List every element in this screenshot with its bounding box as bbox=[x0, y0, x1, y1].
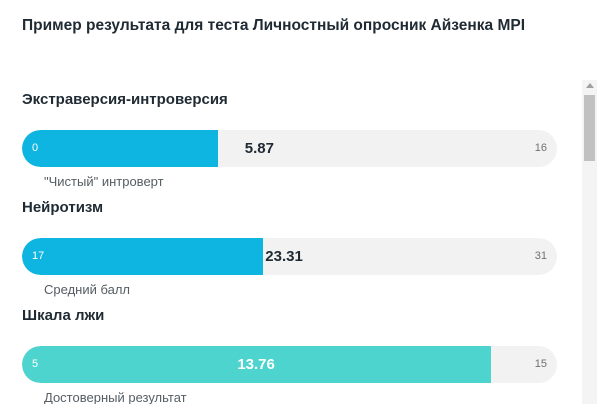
scale-name: Нейротизм bbox=[22, 199, 104, 216]
score-value: 13.76 bbox=[237, 356, 275, 373]
scale-verdict: Средний балл bbox=[44, 282, 131, 297]
results-panel: Экстраверсия-интроверсия 0 5.87 16 "Чист… bbox=[0, 80, 582, 404]
scale-min: 0 bbox=[32, 142, 39, 154]
scale-name: Экстраверсия-интроверсия bbox=[22, 91, 228, 108]
scale-name: Шкала лжи bbox=[22, 307, 105, 324]
score-bar-fill bbox=[22, 238, 264, 275]
score-bar: 5 13.76 15 bbox=[22, 346, 557, 383]
scale-max: 31 bbox=[534, 250, 547, 262]
vertical-scrollbar[interactable] bbox=[582, 80, 597, 404]
scale-verdict: "Чистый" интроверт bbox=[44, 174, 164, 189]
page-title: Пример результата для теста Личностный о… bbox=[22, 17, 526, 34]
scroll-up-arrow-icon[interactable] bbox=[586, 83, 594, 88]
scale-min: 5 bbox=[32, 358, 39, 370]
scale-verdict: Достоверный результат bbox=[44, 390, 187, 404]
scale-max: 16 bbox=[534, 142, 547, 154]
score-value: 5.87 bbox=[244, 140, 274, 157]
scale-min: 17 bbox=[32, 250, 45, 262]
score-bar-fill bbox=[22, 130, 219, 167]
score-bar: 0 5.87 16 bbox=[22, 130, 557, 167]
scale-lie: Шкала лжи 5 13.76 15 Достоверный результ… bbox=[22, 305, 557, 404]
score-value: 23.31 bbox=[265, 248, 303, 265]
score-bar: 17 23.31 31 bbox=[22, 238, 557, 275]
scale-max: 15 bbox=[534, 358, 547, 370]
scrollbar-thumb[interactable] bbox=[584, 95, 595, 161]
scale-neuroticism: Нейротизм 17 23.31 31 Средний балл bbox=[22, 197, 557, 298]
scale-extraversion: Экстраверсия-интроверсия 0 5.87 16 "Чист… bbox=[22, 89, 557, 190]
score-bar-fill bbox=[22, 346, 491, 383]
